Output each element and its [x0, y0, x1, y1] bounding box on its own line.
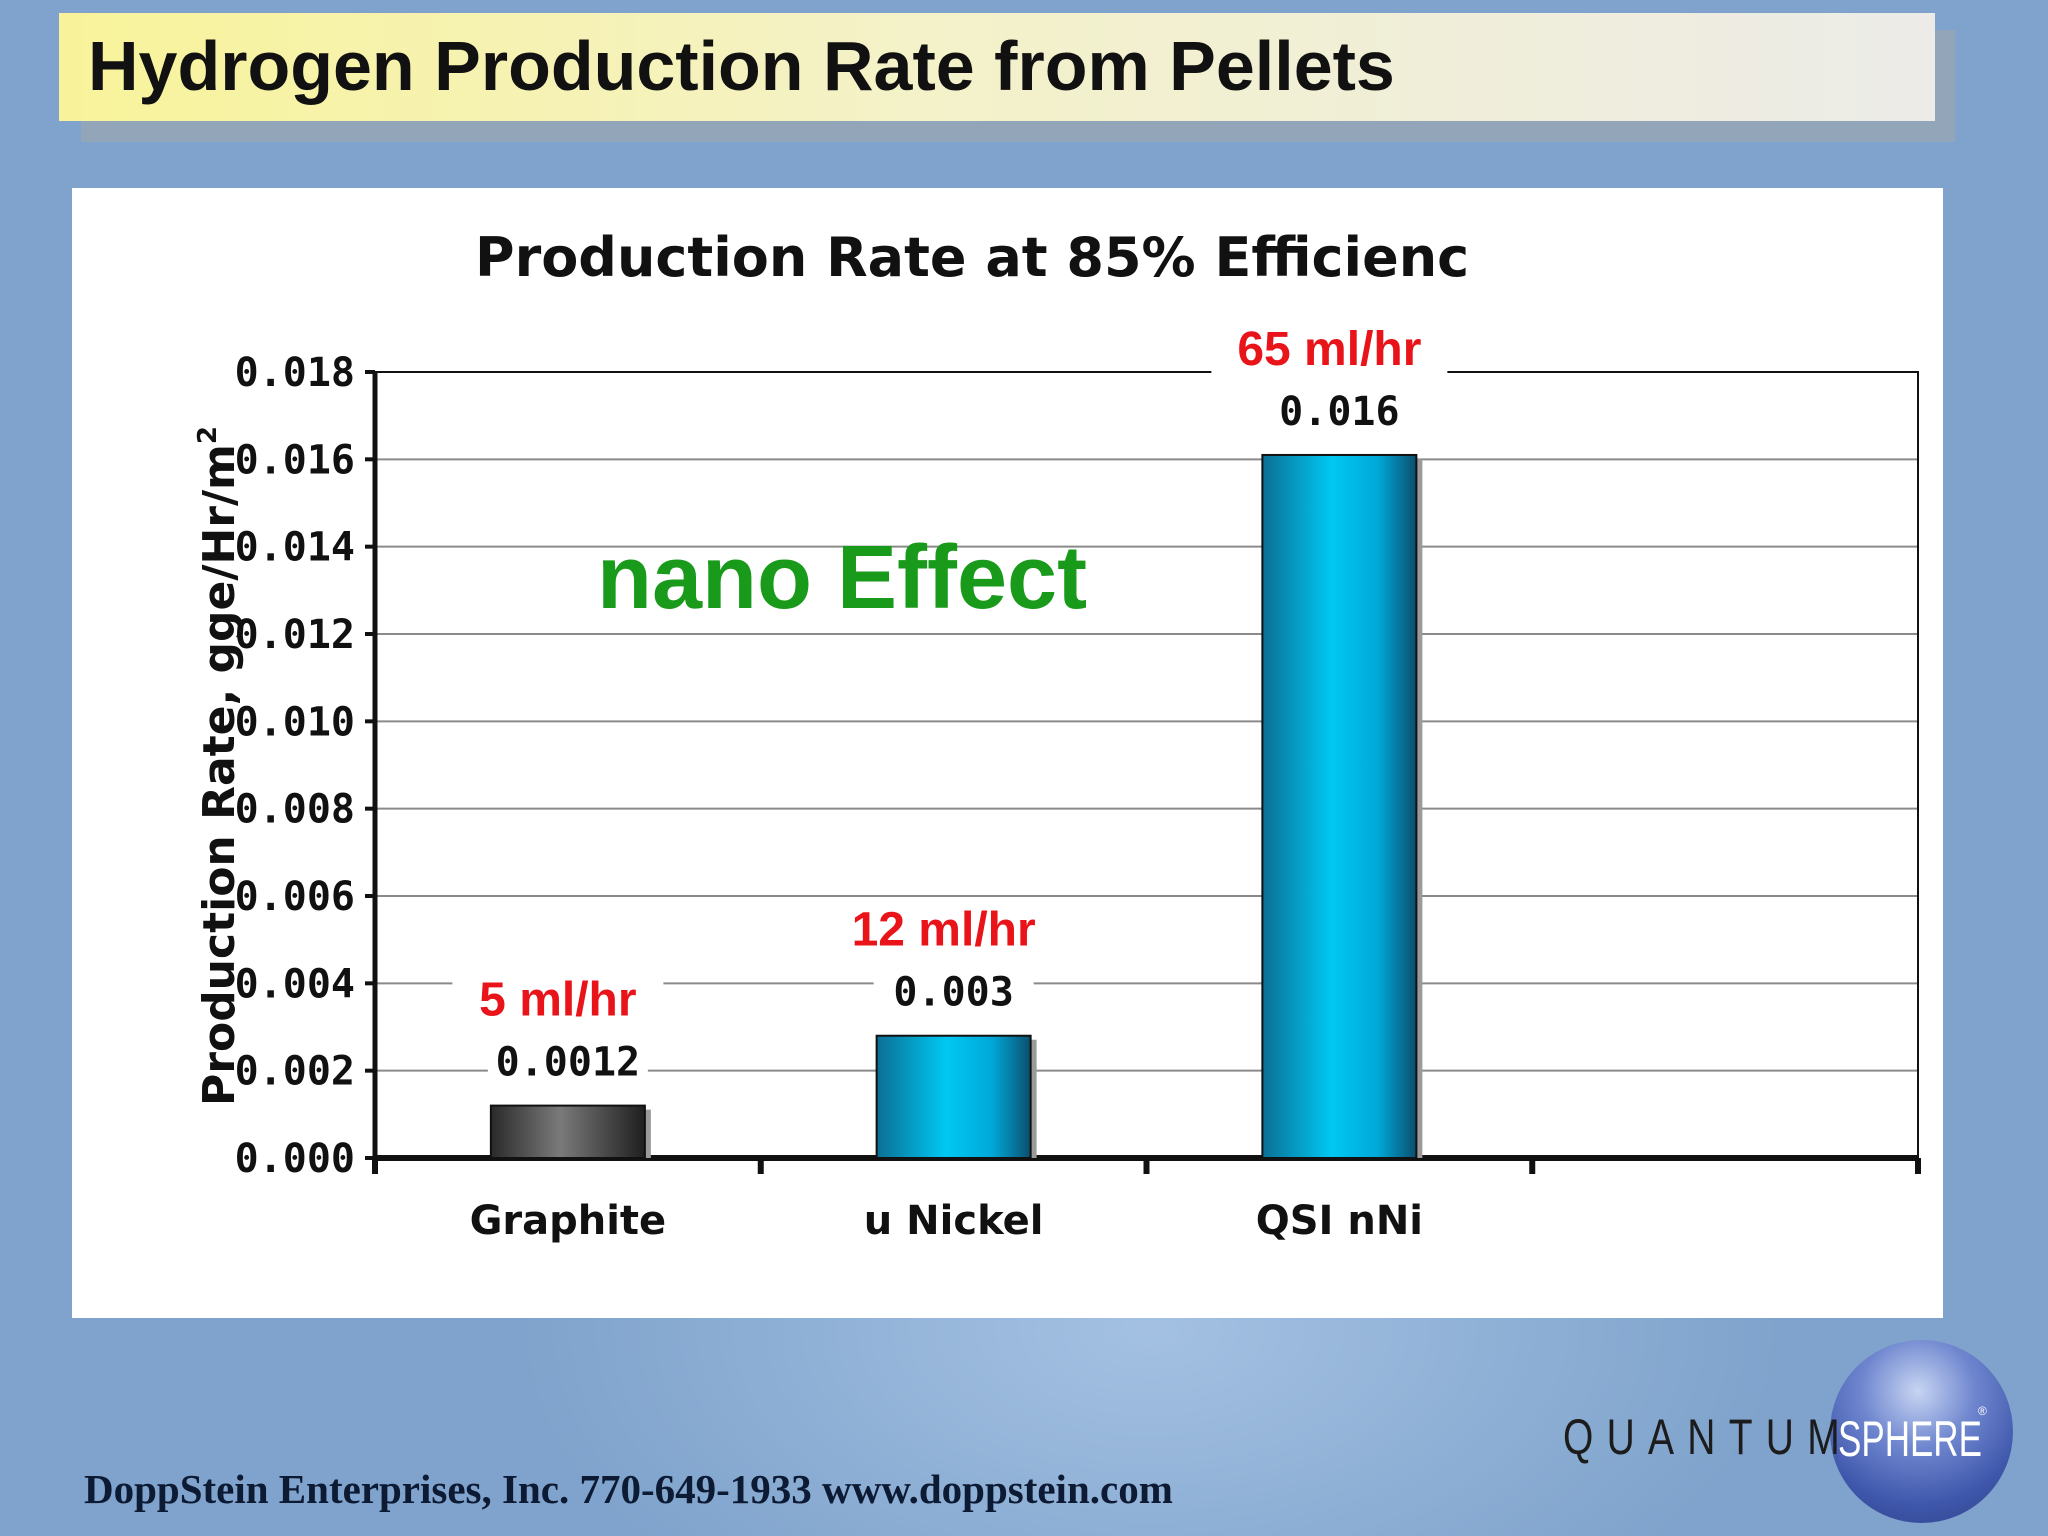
x-category-label: u Nickel: [864, 1198, 1044, 1244]
rate-label: 65 ml/hr: [1237, 323, 1421, 376]
logo-text-quantum: QUANTUM: [1563, 1409, 1853, 1465]
chart-panel: Production Rate at 85% Efficienc 0.000 0.…: [72, 188, 1943, 1318]
y-tick-label: 0.008: [235, 787, 355, 833]
slide-title: Hydrogen Production Rate from Pellets: [88, 27, 1395, 105]
chart-labels: 0.000 0.002 0.004 0.006 0.008 0.010 0.012 0.014…: [235, 318, 1448, 1244]
data-label-backing: [1259, 386, 1420, 433]
rate-label: 12 ml/hr: [852, 904, 1036, 957]
y-tick-label: 0.006: [235, 874, 355, 920]
bar-qsi-nni: [1261, 453, 1418, 1159]
y-tick-label: 0.018: [235, 350, 355, 396]
data-label-backing: [873, 967, 1034, 1014]
bar-u-nickel: [875, 1034, 1032, 1160]
y-axis-label: Production Rate, gge/Hr/m2: [193, 426, 245, 1106]
title-band: [59, 13, 1935, 121]
bars: [489, 453, 1423, 1160]
y-tick-label: 0.000: [235, 1136, 355, 1182]
bar-chart: Production Rate at 85% Efficienc 0.0000.…: [193, 226, 1921, 1244]
data-label: 0.016: [1279, 389, 1399, 435]
y-tick-label: 0.002: [235, 1049, 355, 1095]
y-tick-label: 0.014: [235, 525, 355, 571]
y-tick-label: 0.016: [235, 437, 355, 483]
x-category-label: QSI nNi: [1256, 1198, 1423, 1244]
chart-title: Production Rate at 85% Efficienc: [475, 226, 1469, 289]
nano-effect-annotation: nano Effect: [597, 528, 1087, 628]
rate-label-backing: [452, 969, 664, 1030]
logo-text-sphere: SPHERE: [1838, 1411, 1982, 1467]
footer-contact: DoppStein Enterprises, Inc. 770-649-1933…: [84, 1466, 1173, 1512]
rate-label-backing: [825, 899, 1062, 960]
registered-mark: ®: [1978, 1404, 1987, 1418]
bar-graphite: [489, 1104, 646, 1159]
y-tick-label: 0.004: [235, 961, 355, 1007]
data-label: 0.003: [893, 970, 1013, 1016]
rate-label-backing: [1211, 318, 1448, 379]
y-tick-label: 0.010: [235, 699, 355, 745]
rate-label: 5 ml/hr: [479, 974, 636, 1027]
x-category-label: Graphite: [470, 1198, 667, 1244]
data-label: 0.0012: [496, 1040, 641, 1086]
y-tick-label: 0.012: [235, 612, 355, 658]
sphere-logo-icon: [1830, 1340, 2013, 1523]
data-label-backing: [487, 1037, 648, 1084]
